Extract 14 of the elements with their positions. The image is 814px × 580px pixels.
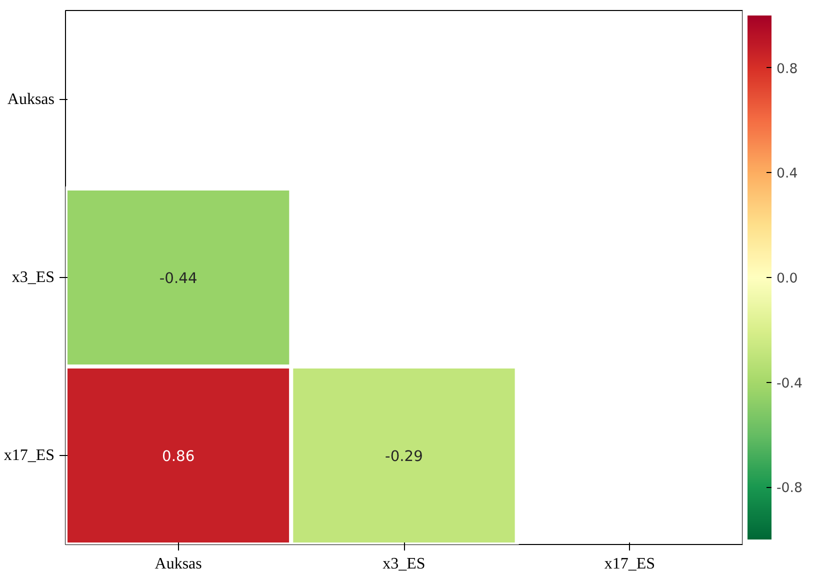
x-tick-label: Auksas — [154, 556, 202, 572]
data-label: 0.86 — [162, 448, 195, 465]
y-tick-label: Auksas — [7, 91, 54, 108]
color-bar-label: -0.4 — [776, 376, 803, 392]
y-tick-label: x3_ES — [12, 269, 54, 286]
data-label: -0.44 — [159, 270, 198, 287]
color-bar-label: 0.4 — [776, 166, 798, 182]
x-tick-label: x3_ES — [382, 556, 426, 572]
y-tick-label: x17_ES — [4, 447, 54, 464]
data-label: -0.29 — [385, 448, 423, 465]
color-bar-label: 0.8 — [776, 62, 798, 77]
x-tick-label: x17_ES — [604, 556, 656, 572]
color-bar-label: 0.0 — [776, 272, 798, 286]
color-bar-label: -0.8 — [776, 481, 803, 496]
